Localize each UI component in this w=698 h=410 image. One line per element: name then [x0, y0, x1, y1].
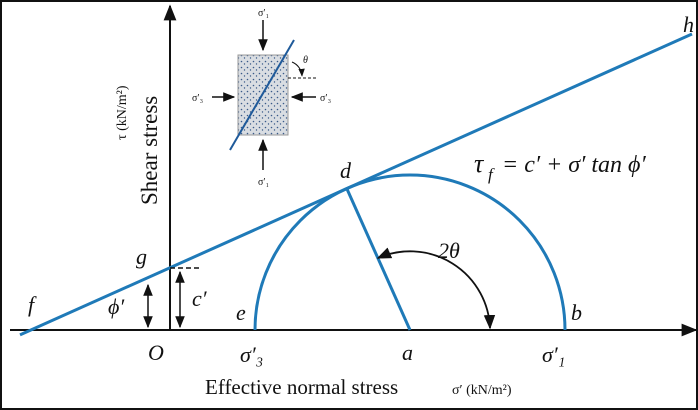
equation: f	[488, 165, 495, 184]
failure-plane	[229, 39, 295, 151]
failure-envelope	[19, 32, 693, 337]
radius-line	[345, 188, 412, 331]
label: 2θ	[438, 238, 460, 263]
label: θ	[303, 55, 308, 66]
label: d	[340, 158, 352, 183]
x-axis-unit: σ′ (kN/m²)	[452, 383, 512, 398]
label: b	[571, 300, 582, 325]
equation: = c′ + σ′ tan ϕ′	[502, 152, 646, 178]
label: σ′₃	[320, 93, 331, 104]
label: f	[28, 292, 37, 317]
label: σ′₃	[192, 93, 203, 104]
theta-arrow	[291, 61, 305, 77]
mohr-circle	[253, 173, 567, 331]
equation: τ	[474, 149, 485, 178]
specimen: σ′₁ σ′₁ σ′₃ σ′₃ θ	[192, 8, 331, 188]
label: a	[402, 340, 413, 365]
y-axis-label: Shear stress	[137, 96, 162, 205]
label: h	[683, 12, 694, 37]
x-axis-label: Effective normal stress	[205, 375, 398, 399]
y-axis-unit: τ (kN/m²)	[115, 85, 130, 140]
label: σ′₃	[240, 342, 263, 367]
label: g	[136, 244, 147, 269]
label: σ′₁	[258, 177, 269, 188]
two-theta-arrow	[376, 247, 496, 330]
label: ϕ′	[108, 294, 125, 319]
label: c′	[192, 286, 208, 311]
label: σ′₁	[258, 8, 269, 19]
label: e	[236, 300, 246, 325]
label: O	[148, 340, 164, 365]
label: σ′₁	[542, 342, 565, 367]
